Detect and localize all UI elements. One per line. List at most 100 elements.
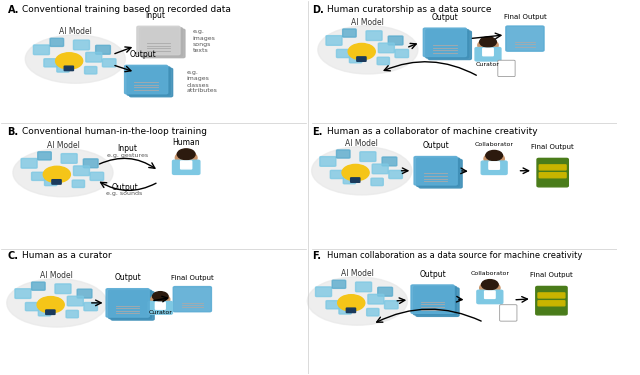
Text: Output: Output — [431, 13, 458, 22]
Text: AI Model: AI Model — [59, 27, 92, 36]
Text: e.g.: e.g. — [186, 70, 198, 75]
FancyBboxPatch shape — [45, 310, 55, 314]
Text: Output: Output — [422, 141, 449, 150]
Text: Final Output: Final Output — [531, 144, 574, 150]
FancyBboxPatch shape — [498, 60, 515, 76]
FancyBboxPatch shape — [316, 287, 332, 297]
FancyBboxPatch shape — [72, 180, 84, 188]
FancyBboxPatch shape — [50, 38, 63, 46]
Text: Conventional human-in-the-loop training: Conventional human-in-the-loop training — [22, 127, 207, 136]
FancyBboxPatch shape — [385, 301, 398, 309]
FancyBboxPatch shape — [330, 170, 344, 178]
Text: songs: songs — [193, 42, 211, 48]
FancyBboxPatch shape — [388, 36, 403, 45]
FancyBboxPatch shape — [320, 157, 336, 166]
Text: Input: Input — [118, 144, 138, 153]
FancyBboxPatch shape — [156, 302, 165, 309]
FancyBboxPatch shape — [356, 282, 372, 292]
FancyBboxPatch shape — [489, 162, 499, 169]
FancyBboxPatch shape — [86, 53, 102, 62]
Ellipse shape — [318, 26, 418, 74]
Text: A.: A. — [8, 5, 19, 15]
Circle shape — [338, 295, 365, 311]
Text: Conventional training based on recorded data: Conventional training based on recorded … — [22, 5, 230, 14]
Text: Human: Human — [172, 138, 200, 147]
Text: Final Output: Final Output — [504, 14, 547, 20]
Ellipse shape — [7, 279, 107, 327]
Circle shape — [484, 153, 504, 165]
FancyBboxPatch shape — [414, 156, 457, 185]
FancyBboxPatch shape — [74, 40, 90, 50]
Circle shape — [152, 292, 168, 301]
FancyBboxPatch shape — [326, 36, 342, 45]
FancyBboxPatch shape — [45, 178, 57, 186]
Text: classes: classes — [186, 82, 209, 88]
Text: B.: B. — [8, 127, 19, 137]
Text: E.: E. — [312, 127, 323, 137]
Ellipse shape — [25, 35, 125, 83]
FancyBboxPatch shape — [339, 307, 351, 314]
FancyBboxPatch shape — [26, 303, 39, 311]
FancyBboxPatch shape — [378, 287, 392, 296]
Circle shape — [348, 44, 375, 60]
FancyBboxPatch shape — [378, 43, 394, 53]
FancyBboxPatch shape — [125, 65, 168, 94]
FancyBboxPatch shape — [428, 31, 472, 60]
FancyBboxPatch shape — [483, 48, 493, 56]
Text: attributes: attributes — [186, 88, 217, 93]
Text: e.g. gestures: e.g. gestures — [107, 153, 148, 158]
FancyBboxPatch shape — [366, 31, 382, 40]
FancyBboxPatch shape — [31, 282, 45, 290]
FancyBboxPatch shape — [57, 64, 69, 72]
FancyBboxPatch shape — [346, 308, 356, 313]
Text: Curator: Curator — [476, 62, 500, 67]
FancyBboxPatch shape — [83, 159, 98, 168]
Text: Final Output: Final Output — [530, 272, 573, 278]
Text: Output: Output — [419, 270, 446, 279]
FancyBboxPatch shape — [416, 288, 459, 316]
FancyBboxPatch shape — [61, 154, 77, 163]
FancyBboxPatch shape — [367, 309, 379, 316]
Text: Human curatorship as a data source: Human curatorship as a data source — [326, 5, 491, 14]
Text: texts: texts — [193, 48, 208, 53]
Ellipse shape — [13, 148, 113, 197]
FancyBboxPatch shape — [351, 178, 360, 182]
Text: F.: F. — [312, 251, 321, 261]
FancyBboxPatch shape — [413, 286, 456, 315]
FancyBboxPatch shape — [90, 172, 104, 180]
FancyBboxPatch shape — [84, 66, 97, 74]
FancyBboxPatch shape — [38, 152, 51, 160]
FancyBboxPatch shape — [371, 178, 383, 186]
Text: Human as a collaborator of machine creativity: Human as a collaborator of machine creat… — [326, 127, 537, 136]
Ellipse shape — [312, 147, 412, 195]
Text: images: images — [186, 76, 209, 81]
Circle shape — [37, 297, 64, 313]
Circle shape — [342, 164, 369, 181]
FancyBboxPatch shape — [538, 301, 565, 306]
FancyBboxPatch shape — [38, 309, 51, 316]
FancyBboxPatch shape — [64, 66, 74, 70]
FancyBboxPatch shape — [411, 285, 454, 314]
FancyBboxPatch shape — [484, 291, 495, 298]
Circle shape — [478, 39, 498, 51]
FancyBboxPatch shape — [356, 57, 366, 62]
FancyBboxPatch shape — [342, 29, 356, 37]
FancyBboxPatch shape — [44, 59, 58, 67]
FancyBboxPatch shape — [21, 159, 37, 168]
Circle shape — [151, 294, 170, 305]
Text: AI Model: AI Model — [346, 139, 378, 148]
Circle shape — [486, 150, 502, 160]
FancyBboxPatch shape — [173, 160, 200, 174]
FancyBboxPatch shape — [127, 67, 170, 95]
FancyBboxPatch shape — [326, 301, 340, 309]
FancyBboxPatch shape — [360, 152, 376, 162]
Text: Output: Output — [111, 183, 138, 192]
Text: Input: Input — [145, 11, 165, 20]
FancyBboxPatch shape — [148, 302, 173, 314]
FancyBboxPatch shape — [419, 159, 462, 188]
FancyBboxPatch shape — [142, 29, 185, 58]
Text: Human collaboration as a data source for machine creativity: Human collaboration as a data source for… — [326, 251, 582, 260]
FancyBboxPatch shape — [349, 56, 362, 63]
FancyBboxPatch shape — [537, 158, 568, 187]
FancyBboxPatch shape — [74, 166, 90, 176]
